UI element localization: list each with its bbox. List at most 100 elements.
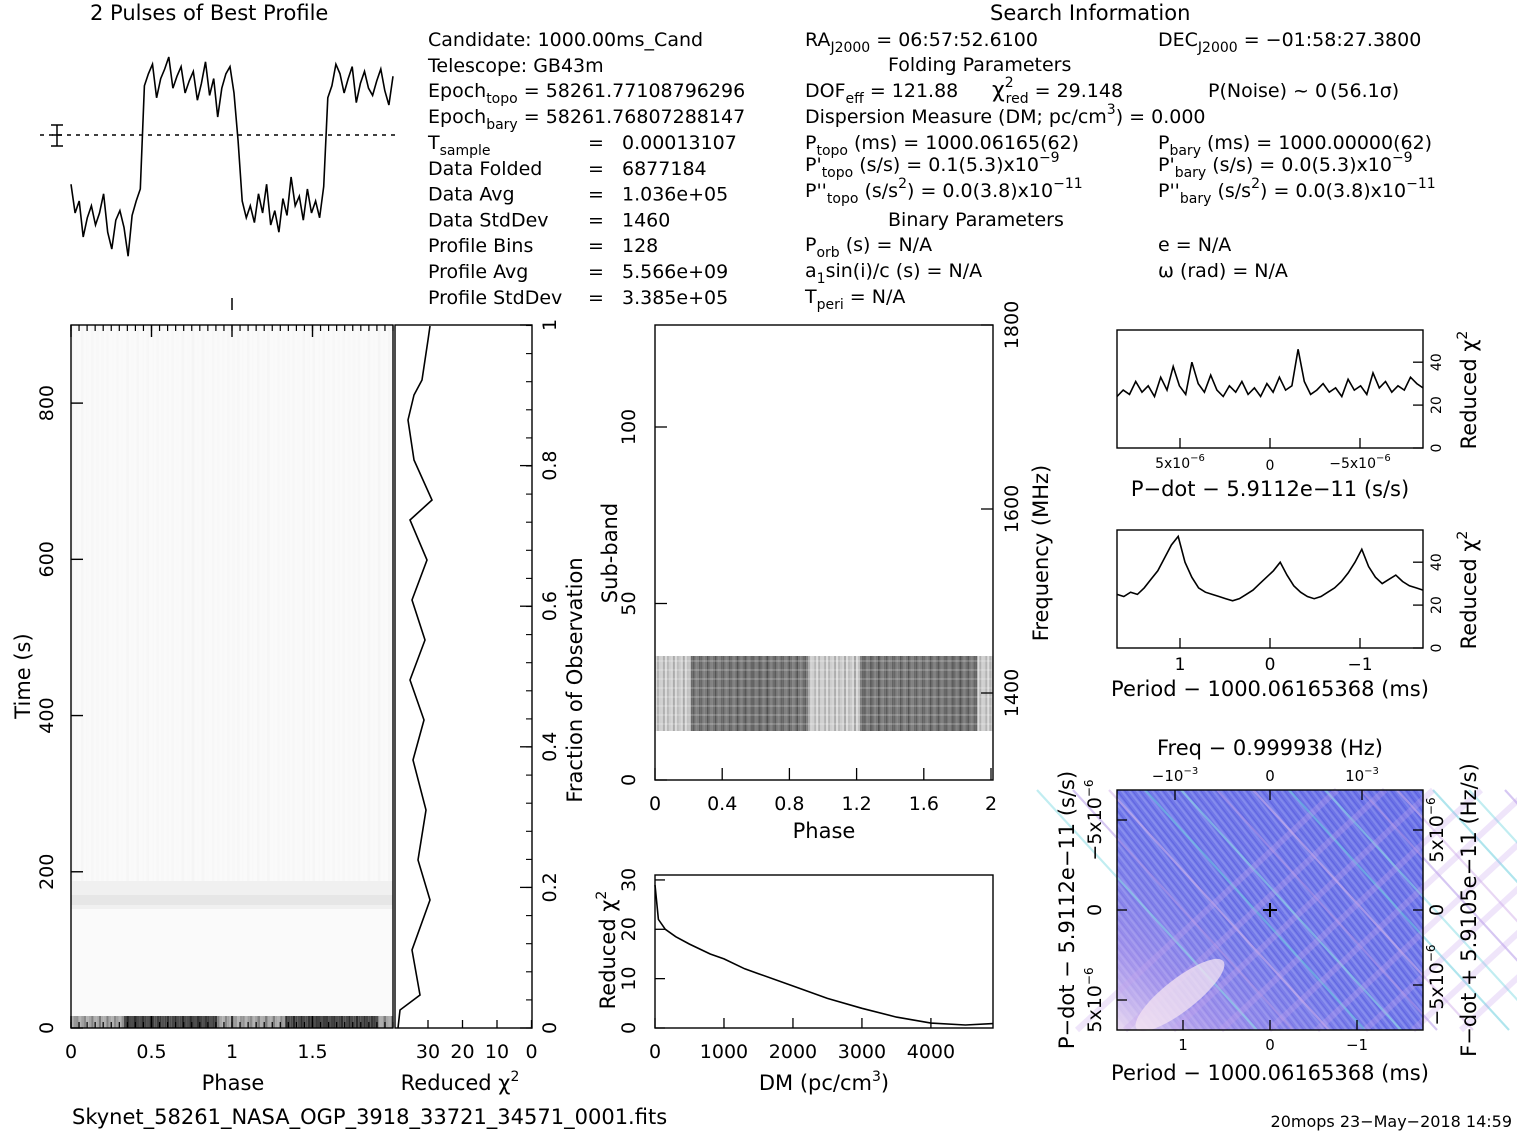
subband-cell — [905, 656, 908, 731]
time-stripe — [292, 325, 295, 881]
subband-cell — [796, 656, 799, 731]
info-row-value: 1460 — [622, 209, 670, 231]
info-row-equals: = — [588, 261, 604, 283]
subband-cell — [838, 656, 841, 731]
time-stripe — [116, 325, 119, 881]
small-x-tick: 5x10−6 — [1155, 453, 1205, 472]
time-row-cell — [189, 1016, 192, 1028]
time-row-cell — [317, 1016, 321, 1028]
dm-chi-tick: 20 — [618, 917, 640, 941]
time-row-cell — [323, 1016, 326, 1028]
ppdot-x-tick: −1 — [1346, 1036, 1368, 1054]
time-stripe — [322, 325, 325, 881]
subband-cell — [656, 656, 659, 731]
svg-text:Dispersion Measure (DM; pc/cm3: Dispersion Measure (DM; pc/cm3) = 0.000 — [805, 102, 1206, 128]
time-row-cell — [265, 1016, 268, 1028]
info-row-value: 3.385e+05 — [622, 287, 728, 309]
ppdot-streak — [1396, 789, 1517, 923]
ppdot-streak — [1468, 789, 1517, 844]
info-row-label: Data Folded — [428, 158, 542, 180]
porb-value: (s) = N/A — [840, 234, 932, 256]
subband-cell — [951, 656, 954, 731]
subband-cell — [939, 656, 942, 731]
subband-cell — [800, 656, 803, 731]
time-stripe — [166, 325, 170, 881]
subband-cell — [736, 656, 739, 731]
time-stripe — [277, 325, 280, 881]
svg-text:Ptopo (ms) = 1000.06165(62): Ptopo (ms) = 1000.06165(62) — [805, 132, 1079, 159]
subband-cell — [806, 656, 809, 731]
time-row-cell — [111, 1016, 114, 1028]
info-row-label: Tsample — [427, 132, 491, 159]
dm-axis-label: DM (pc/cm — [759, 1071, 872, 1095]
time-row-cell — [194, 1016, 197, 1028]
time-row-cell — [204, 1016, 208, 1028]
time-row-cell — [164, 1016, 167, 1028]
subband-phase-tick: 0.8 — [774, 793, 804, 815]
time-row-cell — [106, 1016, 109, 1028]
time-row-cell — [116, 1016, 119, 1028]
time-row-cell — [267, 1016, 271, 1028]
time-axis-label: Time (s) — [11, 633, 35, 719]
time-row-cell — [310, 1016, 313, 1028]
pnoise-value: P(Noise) ~ 0 — [1208, 80, 1327, 102]
subband-cell — [694, 656, 697, 731]
time-stripe — [387, 325, 391, 881]
subband-cell — [688, 656, 691, 731]
subband-cell — [712, 656, 715, 731]
time-row-cell — [297, 1016, 301, 1028]
time-stripe — [91, 325, 94, 881]
time-row-cell — [287, 1016, 291, 1028]
omega-value: ω (rad) = N/A — [1158, 260, 1288, 282]
subband-cell — [816, 656, 819, 731]
subband-cell — [961, 656, 964, 731]
ppdot-streak — [1252, 789, 1474, 1031]
subband-cell — [846, 656, 849, 731]
dm-tick-label: 1000 — [700, 1041, 748, 1063]
epoch-topo-value: = 58261.77108796296 — [518, 80, 745, 102]
ppdot-band — [1362, 885, 1517, 1033]
subband-cell — [686, 656, 689, 731]
subband-cell — [658, 656, 661, 731]
time-stripe — [106, 325, 109, 881]
subband-cell — [842, 656, 845, 731]
pdot-chi-label: Reduced χ — [1457, 340, 1481, 450]
svg-text:RAJ2000 = 06:57:52.6100: RAJ2000 = 06:57:52.6100 — [805, 29, 1038, 56]
dm-tick-label: 0 — [649, 1041, 661, 1063]
time-stripe — [377, 325, 381, 881]
subband-cell — [768, 656, 771, 731]
ecc-value: e = N/A — [1158, 234, 1231, 256]
time-row-cell — [242, 1016, 245, 1028]
subband-cell — [957, 656, 960, 731]
ppdot-peak-region — [1135, 958, 1225, 1032]
ppdot-streak — [1216, 789, 1438, 1031]
time-stripe — [216, 325, 220, 881]
time-row-cell — [338, 1016, 341, 1028]
subband-cell — [748, 656, 751, 731]
small-x-tick: 1 — [1175, 655, 1186, 675]
subband-cell — [818, 656, 821, 731]
fdot-y-tick: 0 — [1426, 904, 1448, 916]
time-row-cell — [391, 1016, 394, 1028]
subband-cell — [776, 656, 779, 731]
subband-cell — [840, 656, 843, 731]
subband-cell — [678, 656, 681, 731]
time-row-cell — [282, 1016, 286, 1028]
time-row-cell — [285, 1016, 288, 1028]
freq-top-tick: 0 — [1265, 767, 1275, 785]
time-row-cell — [154, 1016, 157, 1028]
time-row-cell — [325, 1016, 329, 1028]
subband-cell — [786, 656, 789, 731]
subband-cell — [945, 656, 948, 731]
subband-cell — [913, 656, 916, 731]
filename-label: Skynet_58261_NASA_OGP_3918_33721_34571_0… — [72, 1105, 667, 1130]
dm-chi-tick: 0 — [618, 1022, 640, 1034]
time-row-cell — [81, 1016, 84, 1028]
subband-cell — [746, 656, 749, 731]
info-row-equals: = — [588, 132, 604, 154]
svg-text:Pbary (ms) = 1000.00000(62): Pbary (ms) = 1000.00000(62) — [1158, 132, 1432, 159]
time-row-cell — [156, 1016, 160, 1028]
freq-top-tick: 10−3 — [1345, 766, 1379, 785]
subband-cell — [941, 656, 944, 731]
pddot-topo-value: ) = 0.0(3.8)x10 — [907, 180, 1053, 202]
